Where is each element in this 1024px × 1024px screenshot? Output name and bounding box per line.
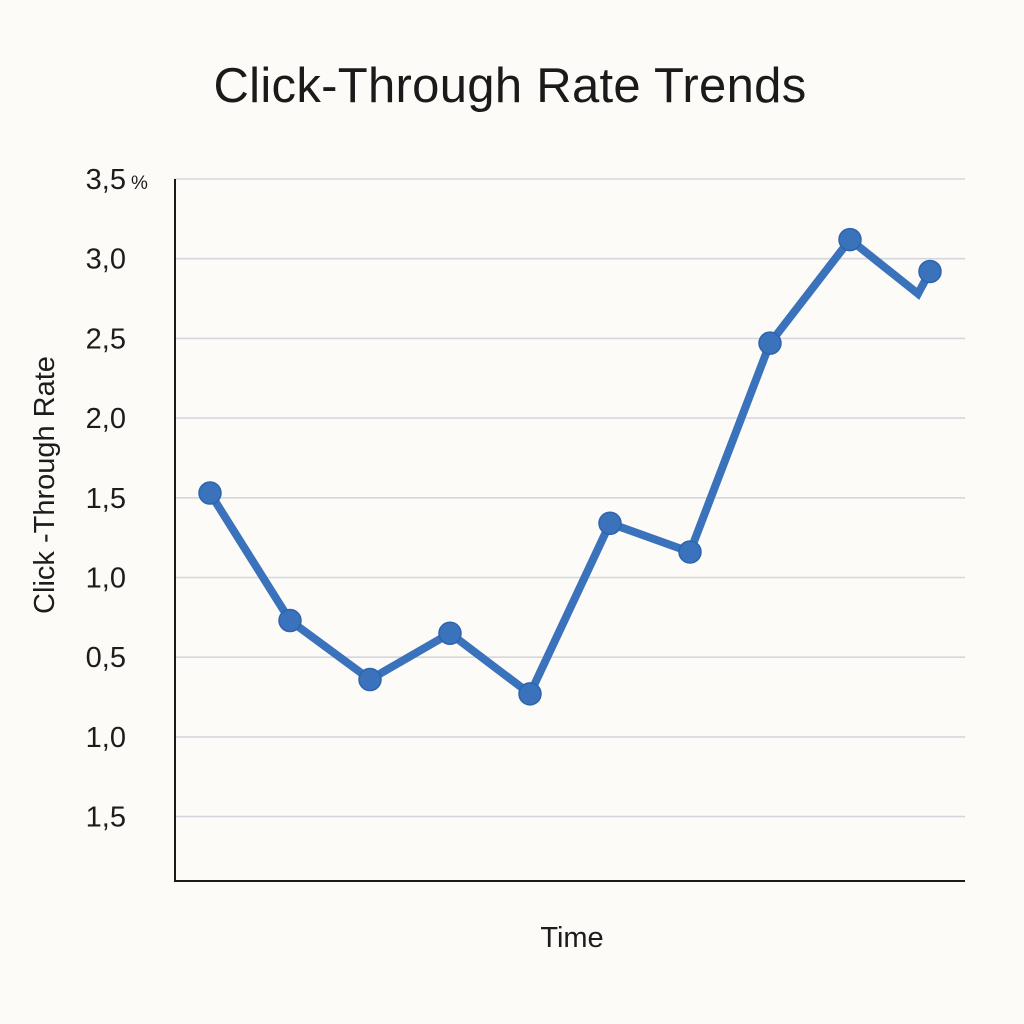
data-series <box>198 227 942 706</box>
data-point <box>678 540 702 564</box>
data-point <box>918 259 942 284</box>
y-tick-label: 1,0 <box>86 722 126 754</box>
x-axis-title: Time <box>540 922 603 954</box>
data-point <box>518 682 542 706</box>
y-tick-label: 3,5 <box>86 164 126 196</box>
y-tick-label: 2,0 <box>86 403 126 435</box>
data-point <box>598 511 622 536</box>
data-point <box>838 227 862 252</box>
y-tick-label: 2,5 <box>86 323 126 355</box>
series-line <box>206 233 934 701</box>
data-point <box>198 481 222 505</box>
y-tick-label: 3,0 <box>86 244 126 276</box>
data-point <box>438 621 462 646</box>
data-point <box>358 667 382 692</box>
data-point <box>758 331 782 355</box>
y-unit-label: % <box>131 173 148 194</box>
y-tick-label: 1,0 <box>86 563 126 595</box>
y-tick-label: 1,5 <box>86 802 126 834</box>
chart-title: Click-Through Rate Trends <box>213 59 807 113</box>
y-tick-labels: 3,5 3,0 2,5 2,0 1,5 1,0 0,5 1,0 1,5 <box>86 164 126 834</box>
axes <box>174 179 965 882</box>
y-tick-label: 1,5 <box>86 483 126 515</box>
y-tick-label: 0,5 <box>86 642 126 674</box>
data-point <box>278 608 302 633</box>
y-axis-title: Click -Through Rate <box>29 356 61 614</box>
gridlines <box>175 178 965 818</box>
